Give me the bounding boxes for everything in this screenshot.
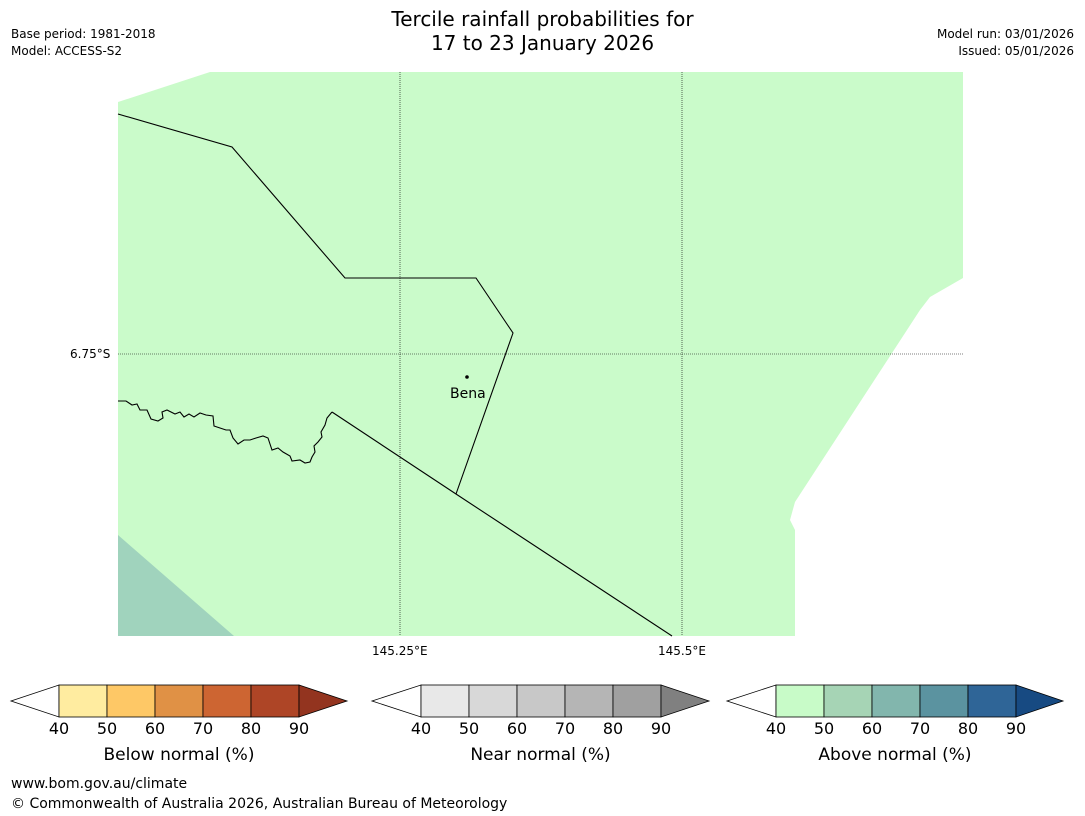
colorbar-2-tick-60: 60 <box>861 719 883 738</box>
colorbars-shapes <box>9 684 1065 718</box>
colorbar-1-low-extension <box>370 684 422 718</box>
footer-copyright: © Commonwealth of Australia 2026, Austra… <box>11 796 508 812</box>
colorbar-2-cell-2 <box>871 684 921 718</box>
colorbar-0-cell-0 <box>58 684 108 718</box>
colorbar-2-high-extension <box>1015 684 1065 718</box>
colorbar-0-low-extension <box>9 684 60 718</box>
colorbar-1-tick-60: 60 <box>506 719 528 738</box>
probability-band <box>118 535 234 636</box>
base-period: Base period: 1981-2018 <box>11 27 156 41</box>
town-label: Bena <box>450 386 486 402</box>
footer-url: www.bom.gov.au/climate <box>11 776 188 792</box>
issued-date: Issued: 05/01/2026 <box>958 44 1074 58</box>
map-area <box>117 72 963 637</box>
title-line-2: 17 to 23 January 2026 <box>430 31 655 55</box>
colorbar-2-tick-70: 70 <box>909 719 931 738</box>
lon-label-145-5: 145.5°E <box>658 644 706 658</box>
coastline <box>118 400 333 464</box>
colorbar-0-tick-90: 90 <box>288 719 310 738</box>
colorbar-1-tick-70: 70 <box>554 719 576 738</box>
meta-right: Model run: 03/01/2026 Issued: 05/01/2026 <box>937 26 1074 60</box>
colorbar-2-cell-0 <box>775 684 825 718</box>
colorbar-1-tick-40: 40 <box>410 719 432 738</box>
colorbar-2-tick-80: 80 <box>957 719 979 738</box>
colorbar-2-tick-90: 90 <box>1005 719 1027 738</box>
colorbar-1-title: Near normal (%) <box>470 745 611 765</box>
colorbar-2-cell-4 <box>967 684 1017 718</box>
colorbar-2-tick-40: 40 <box>765 719 787 738</box>
town-marker <box>465 375 469 379</box>
colorbar-1-cell-2 <box>516 684 566 718</box>
province-border-south <box>331 411 673 637</box>
colorbar-1-cell-1 <box>468 684 518 718</box>
colorbar-0-cell-4 <box>250 684 300 718</box>
colorbar-1-cell-0 <box>420 684 470 718</box>
colorbar-0-tick-60: 60 <box>144 719 166 738</box>
model-name: Model: ACCESS-S2 <box>11 44 123 58</box>
colorbar-1-cell-3 <box>564 684 614 718</box>
province-border-north <box>117 113 514 495</box>
title-line-1: Tercile rainfall probabilities for <box>391 7 694 31</box>
colorbar-2-tick-50: 50 <box>813 719 835 738</box>
model-run: Model run: 03/01/2026 <box>936 27 1074 41</box>
colorbar-0-cell-2 <box>154 684 204 718</box>
colorbar-1-tick-50: 50 <box>458 719 480 738</box>
colorbar-1-cell-4 <box>612 684 662 718</box>
colorbar-2-cell-1 <box>823 684 873 718</box>
colorbar-1-tick-90: 90 <box>650 719 672 738</box>
colorbar-2-title: Above normal (%) <box>818 745 972 765</box>
colorbar-1-tick-80: 80 <box>602 719 624 738</box>
footer: www.bom.gov.au/climate © Commonwealth of… <box>11 774 507 814</box>
lon-label-145-25: 145.25°E <box>372 644 428 658</box>
colorbar-0-tick-80: 80 <box>240 719 262 738</box>
colorbar-0-high-extension <box>298 684 349 718</box>
meta-left: Base period: 1981-2018 Model: ACCESS-S2 <box>11 26 156 60</box>
colorbar-1-high-extension <box>660 684 711 718</box>
colorbar-2-cell-3 <box>919 684 969 718</box>
colorbar-2-low-extension <box>725 684 777 718</box>
map-title: Tercile rainfall probabilities for 17 to… <box>0 7 1085 55</box>
colorbar-0-tick-50: 50 <box>96 719 118 738</box>
colorbar-0-cell-3 <box>202 684 252 718</box>
colorbar-0-tick-40: 40 <box>48 719 70 738</box>
lat-label: 6.75°S <box>70 347 111 361</box>
colorbar-0-title: Below normal (%) <box>103 745 255 765</box>
colorbar-0-tick-70: 70 <box>192 719 214 738</box>
colorbar-0-cell-1 <box>106 684 156 718</box>
